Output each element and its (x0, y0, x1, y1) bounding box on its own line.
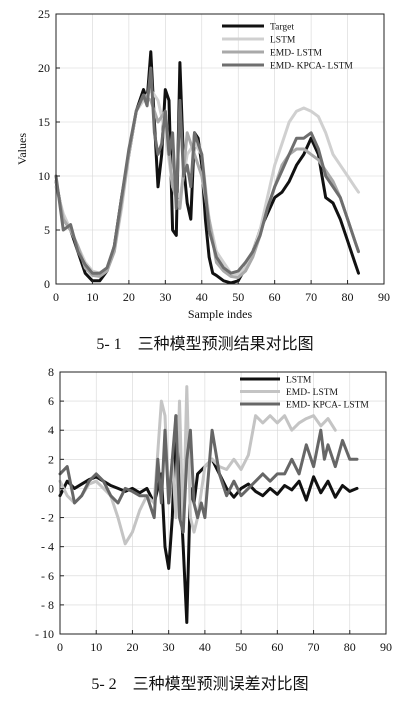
y-tick-label: - 4 (41, 540, 54, 554)
legend-label: LSTM (270, 36, 296, 46)
plot-frame (59, 371, 387, 635)
y-tick-label: 2 (48, 452, 54, 466)
legend-label: EMD- KPCA- LSTM (286, 401, 369, 411)
legend-label: EMD- LSTM (270, 49, 323, 59)
legend-label: EMD- KPCA- LSTM (270, 62, 353, 72)
figure-caption: 5- 1 三种模型预测结果对比图 (96, 335, 313, 353)
x-tick-label: 90 (378, 290, 390, 304)
x-tick-label: 0 (57, 640, 63, 654)
x-tick-label: 50 (235, 640, 247, 654)
x-tick-label: 10 (90, 640, 102, 654)
x-tick-label: 30 (159, 290, 171, 304)
legend-label: EMD- LSTM (286, 388, 339, 398)
legend-label: Target (270, 23, 294, 33)
y-tick-label: - 8 (41, 598, 54, 612)
y-tick-label: 0 (48, 481, 54, 495)
legend-label: LSTM (286, 376, 312, 386)
x-tick-label: 30 (163, 640, 175, 654)
legend: LSTM EMD- LSTM EMD- KPCA- LSTM (240, 376, 369, 411)
y-tick-label: 20 (38, 61, 50, 75)
y-tick-label: 15 (38, 115, 50, 129)
chart-1: 0 10 20 30 40 50 60 70 80 90 0 5 10 15 20 25 Sample inde… (15, 7, 390, 353)
y-tick-label: 4 (48, 423, 54, 437)
y-tick-label: 10 (38, 169, 50, 183)
legend: Target LSTM EMD- LSTM EMD- KPCA- LSTM (222, 23, 353, 72)
grid (55, 13, 385, 285)
y-tick-label: 25 (38, 7, 50, 21)
y-tick-label: - 2 (41, 511, 54, 525)
chart-2: 0 10 20 30 40 50 60 70 80 90 - 10 - 8 - 6 - 4 - 2 0 2 4 6 8… (35, 365, 392, 693)
y-tick-label: 0 (44, 277, 50, 291)
x-tick-label: 80 (342, 290, 354, 304)
x-tick-label: 0 (53, 290, 59, 304)
x-tick-label: 90 (380, 640, 392, 654)
x-tick-label: 40 (199, 640, 211, 654)
x-tick-label: 60 (271, 640, 283, 654)
y-tick-label: - 6 (41, 569, 54, 583)
y-tick-label: 6 (48, 394, 54, 408)
x-tick-label: 70 (308, 640, 320, 654)
x-tick-label: 20 (126, 640, 138, 654)
x-tick-label: 50 (232, 290, 244, 304)
series-line-3 (58, 414, 359, 534)
x-tick-label: 20 (123, 290, 135, 304)
x-tick-label: 70 (305, 290, 317, 304)
y-tick-label: - 10 (35, 627, 54, 641)
figure-caption: 5- 2 三种模型预测误差对比图 (91, 675, 308, 693)
series-line-4 (54, 66, 360, 275)
series-line-1 (58, 414, 359, 624)
x-tick-label: 40 (196, 290, 208, 304)
y-tick-label: 5 (44, 223, 50, 237)
x-tick-label: 80 (344, 640, 356, 654)
y-tick-label: 8 (48, 365, 54, 379)
x-tick-label: 60 (269, 290, 281, 304)
x-axis-label: Sample indes (188, 307, 253, 321)
plot-frame (55, 13, 385, 285)
x-tick-label: 10 (86, 290, 98, 304)
grid (59, 371, 387, 635)
y-axis-label: Values (15, 133, 29, 165)
series-line-1 (54, 50, 360, 285)
